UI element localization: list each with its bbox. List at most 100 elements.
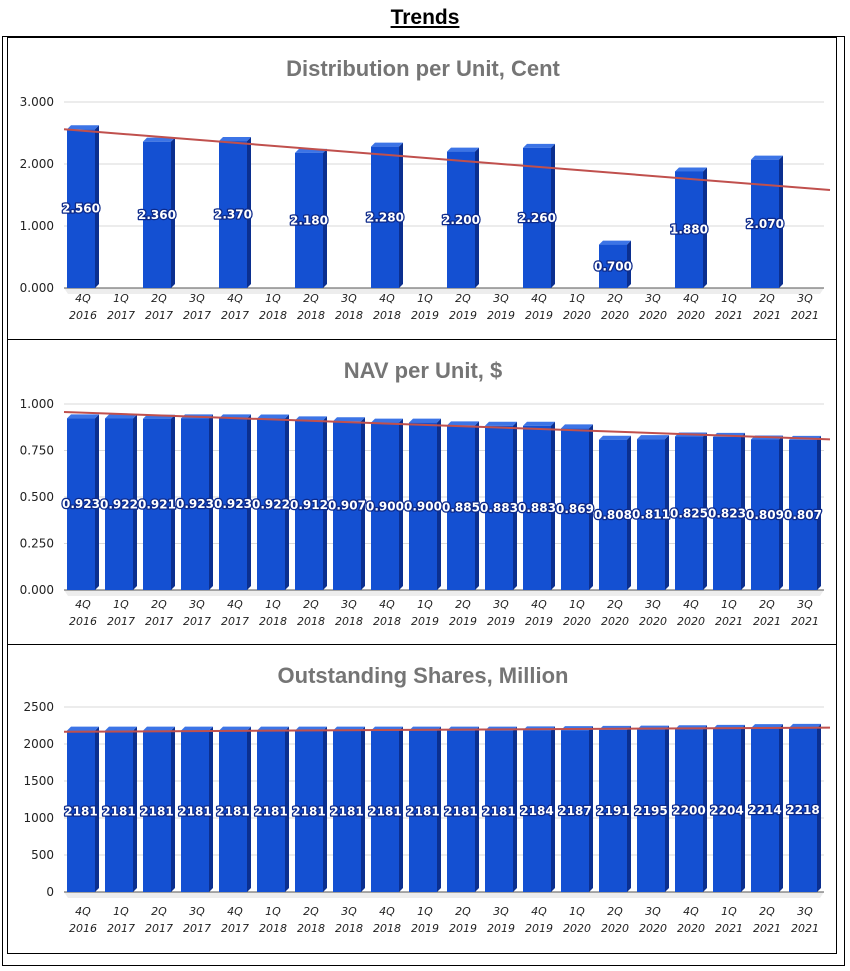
distribution-x-tick-quarter: 4Q	[227, 292, 243, 305]
nav-bar	[143, 414, 175, 590]
nav-bar	[371, 418, 403, 590]
nav-x-tick-year: 2019	[525, 615, 553, 628]
nav-x-tick-year: 2019	[487, 615, 515, 628]
nav-data-label: 0.907	[328, 499, 366, 513]
nav-data-label: 0.825	[670, 506, 708, 520]
distribution-data-label: 2.070	[746, 217, 784, 231]
shares-x-tick-quarter: 3Q	[341, 905, 357, 918]
distribution-x-tick-quarter: 1Q	[569, 292, 585, 305]
distribution-x-tick-year: 2018	[335, 309, 363, 322]
shares-x-tick-quarter: 3Q	[189, 905, 205, 918]
distribution-chart-panel: Distribution per Unit, Cent 0.000 1.000 2.0…	[7, 37, 837, 340]
nav-bar	[751, 435, 783, 590]
nav-data-label: 0.923	[62, 497, 100, 511]
nav-x-tick-quarter: 3Q	[493, 598, 509, 611]
distribution-x-tick-year: 2017	[183, 309, 211, 322]
nav-y-tick-label: 0.750	[20, 444, 54, 458]
shares-bar	[371, 726, 403, 892]
distribution-y-tick-label: 1.000	[20, 219, 54, 233]
nav-x-tick-year: 2017	[107, 615, 135, 628]
distribution-data-label: 1.880	[670, 223, 708, 237]
nav-x-tick-quarter: 3Q	[341, 598, 357, 611]
nav-x-tick-quarter: 2Q	[607, 598, 623, 611]
shares-chart-panel: Outstanding Shares, Million 0 500 1000 1500 2…	[7, 644, 837, 954]
nav-data-label: 0.811	[632, 508, 670, 522]
nav-data-label: 0.900	[366, 499, 404, 513]
nav-x-tick-year: 2017	[183, 615, 211, 628]
shares-x-tick-year: 2020	[677, 922, 705, 935]
shares-floor	[64, 892, 824, 898]
shares-x-tick-quarter: 1Q	[417, 905, 433, 918]
shares-x-tick-quarter: 1Q	[113, 905, 129, 918]
shares-data-label: 2200	[672, 804, 705, 818]
shares-data-label: 2191	[596, 804, 629, 818]
nav-x-tick-quarter: 1Q	[721, 598, 737, 611]
shares-x-tick-year: 2018	[373, 922, 401, 935]
nav-x-tick-quarter: 4Q	[227, 598, 243, 611]
shares-x-tick-quarter: 4Q	[379, 905, 395, 918]
distribution-x-tick-quarter: 2Q	[151, 292, 167, 305]
shares-x-tick-quarter: 3Q	[797, 905, 813, 918]
distribution-bar	[447, 147, 479, 288]
shares-bar	[523, 726, 555, 892]
shares-bar	[789, 723, 821, 892]
distribution-x-tick-year: 2019	[411, 309, 439, 322]
distribution-x-tick-quarter: 4Q	[531, 292, 547, 305]
nav-data-label: 0.923	[176, 497, 214, 511]
shares-x-tick-quarter: 3Q	[645, 905, 661, 918]
nav-x-tick-year: 2018	[259, 615, 287, 628]
distribution-x-tick-quarter: 2Q	[607, 292, 623, 305]
nav-x-tick-year: 2018	[335, 615, 363, 628]
nav-x-tick-year: 2017	[221, 615, 249, 628]
shares-data-label: 2181	[330, 804, 363, 818]
nav-bar	[599, 435, 631, 590]
distribution-bar	[599, 240, 631, 288]
nav-chart-title: NAV per Unit, $	[344, 358, 503, 383]
page-title: Trends	[390, 6, 460, 29]
distribution-data-label: 2.560	[62, 202, 100, 216]
distribution-x-tick-year: 2017	[145, 309, 173, 322]
distribution-bar	[295, 148, 327, 288]
shares-data-label: 2214	[748, 803, 781, 817]
nav-data-label: 0.883	[480, 501, 518, 515]
nav-x-tick-year: 2020	[563, 615, 591, 628]
distribution-x-tick-year: 2021	[715, 309, 743, 322]
nav-bar	[713, 432, 745, 590]
distribution-x-tick-quarter: 2Q	[759, 292, 775, 305]
shares-x-tick-year: 2018	[259, 922, 287, 935]
nav-data-label: 0.900	[404, 499, 442, 513]
shares-x-tick-year: 2019	[411, 922, 439, 935]
distribution-trendline	[63, 128, 831, 192]
shares-bar	[713, 724, 745, 892]
shares-trendline	[63, 726, 831, 733]
shares-data-label: 2181	[178, 804, 211, 818]
nav-x-tick-quarter: 1Q	[569, 598, 585, 611]
nav-x-tick-quarter: 3Q	[189, 598, 205, 611]
distribution-x-tick-year: 2020	[601, 309, 629, 322]
nav-x-tick-quarter: 4Q	[531, 598, 547, 611]
shares-bar	[67, 726, 99, 892]
shares-bar	[181, 726, 213, 892]
shares-chart-title: Outstanding Shares, Million	[278, 663, 569, 688]
shares-y-tick-label: 500	[31, 848, 54, 862]
distribution-x-tick-year: 2019	[525, 309, 553, 322]
nav-chart-panel: NAV per Unit, $ 0.000 0.250 0.500 0.750 1.000…	[7, 339, 837, 645]
nav-data-label: 0.883	[518, 501, 556, 515]
shares-bar	[105, 726, 137, 892]
distribution-bar	[675, 167, 707, 288]
distribution-x-tick-year: 2017	[107, 309, 135, 322]
nav-x-tick-year: 2016	[69, 615, 97, 628]
distribution-x-tick-quarter: 1Q	[113, 292, 129, 305]
distribution-x-tick-year: 2018	[373, 309, 401, 322]
shares-x-tick-year: 2021	[753, 922, 781, 935]
distribution-x-tick-quarter: 2Q	[303, 292, 319, 305]
distribution-x-tick-year: 2018	[259, 309, 287, 322]
shares-bar	[447, 726, 479, 892]
distribution-data-label: 2.260	[518, 211, 556, 225]
shares-data-label: 2204	[710, 803, 743, 817]
shares-bar	[751, 724, 783, 892]
nav-data-label: 0.808	[594, 508, 632, 522]
shares-bar	[485, 726, 517, 892]
nav-x-tick-year: 2021	[791, 615, 819, 628]
nav-x-tick-quarter: 4Q	[683, 598, 699, 611]
